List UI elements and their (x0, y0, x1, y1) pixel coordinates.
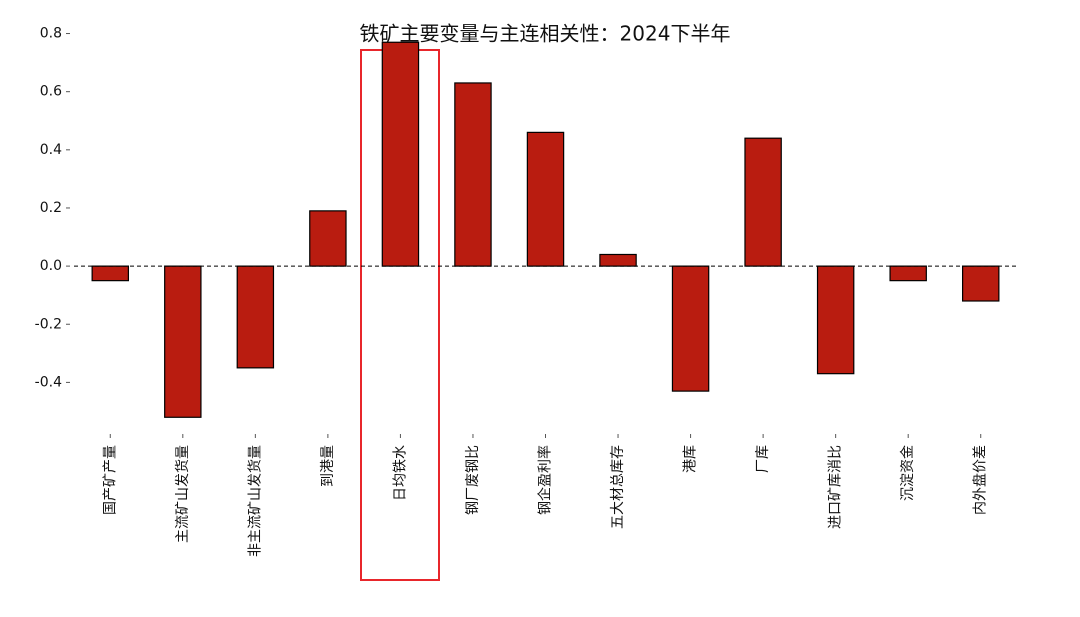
x-tick-label: 沉淀资金 (900, 445, 916, 501)
y-tick-label: 0.0 (40, 258, 62, 274)
bar (381, 41, 420, 267)
y-tick-label: -0.4 (35, 374, 62, 390)
x-tick-label: 内外盘价差 (972, 445, 989, 515)
x-tick-label: 厂库 (755, 445, 771, 473)
bar (309, 210, 347, 267)
y-tick-label: 0.2 (40, 200, 62, 216)
bar (816, 265, 855, 375)
x-tick-label: 港库 (683, 445, 699, 473)
bar (164, 265, 202, 418)
bar (599, 253, 637, 267)
bar (671, 265, 710, 392)
y-tick-label: 0.6 (40, 84, 62, 100)
y-tick-label: 0.4 (40, 142, 62, 158)
bar (889, 265, 927, 282)
x-tick-label: 到港量 (320, 445, 336, 487)
bar (961, 265, 1000, 302)
x-tick-label: 国产矿产量 (102, 445, 118, 515)
y-tick-label: -0.2 (35, 316, 62, 332)
bar (454, 82, 492, 267)
chart-title: 铁矿主要变量与主连相关性：2024下半年 (360, 22, 731, 46)
x-tick-label: 非主流矿山发货量 (246, 445, 263, 557)
bar (91, 265, 130, 282)
y-tick-label: 0.8 (40, 26, 62, 42)
x-tick-label: 主流矿山发货量 (174, 445, 191, 543)
x-tick-label: 钢厂废钢比 (465, 445, 481, 515)
x-tick-label: 进口矿库消比 (828, 445, 844, 529)
bar (236, 265, 275, 369)
x-tick-label: 五大材总库存 (610, 445, 626, 529)
bar (744, 137, 782, 267)
x-tick-label: 日均铁水 (392, 445, 408, 501)
bar (526, 131, 565, 267)
x-tick-label: 钢企盈利率 (537, 445, 554, 515)
